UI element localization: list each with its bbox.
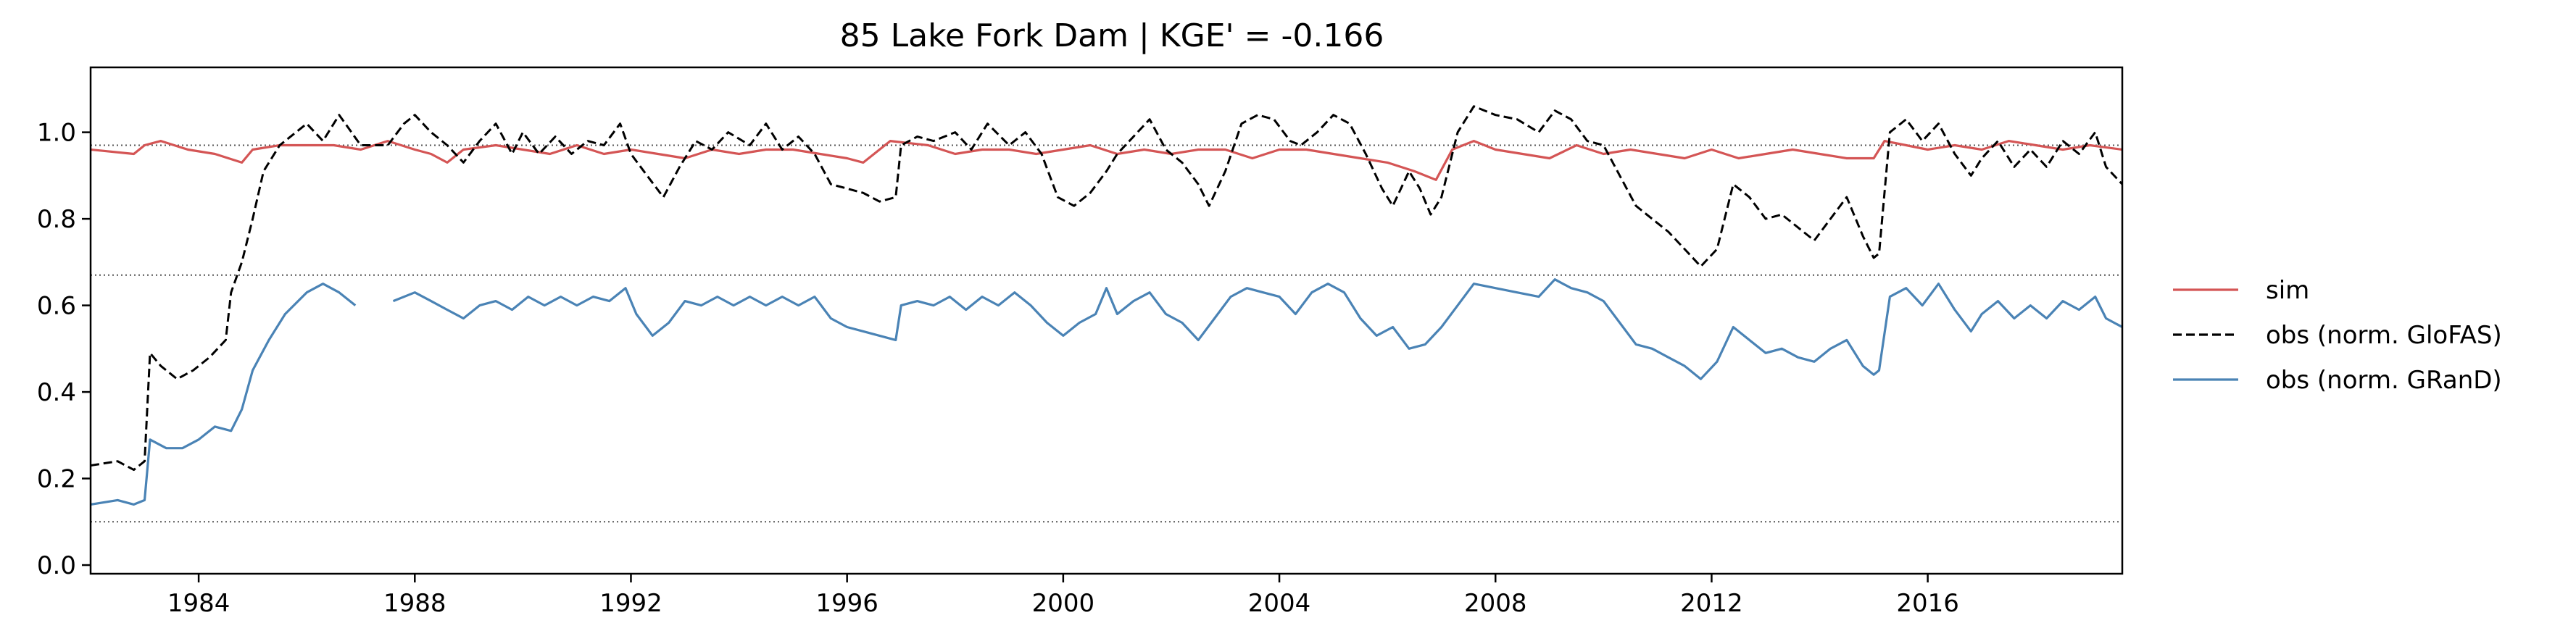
x-tick-label: 1992	[599, 589, 662, 618]
series-line-obs-norm-grand-seg0	[91, 283, 357, 506]
series-line-sim	[91, 140, 2122, 181]
x-tick-label: 1984	[167, 589, 230, 618]
legend-label: obs (norm. GRanD)	[2266, 366, 2502, 395]
y-tick-label: 1.0	[37, 119, 76, 148]
x-tick-label: 1988	[383, 589, 446, 618]
y-tick-label: 0.8	[37, 205, 76, 234]
y-tick-label: 0.4	[37, 378, 76, 407]
x-tick-label: 2000	[1032, 589, 1095, 618]
series-line-obs-norm-grand-seg1	[392, 278, 2122, 380]
y-tick-label: 0.0	[37, 551, 76, 580]
y-tick-label: 0.2	[37, 465, 76, 494]
y-tick-label: 0.6	[37, 292, 76, 321]
legend-label: obs (norm. GloFAS)	[2266, 321, 2502, 350]
x-tick-label: 2012	[1680, 589, 1743, 618]
legend: sim obs (norm. GloFAS) obs (norm. GRanD)	[2173, 276, 2502, 395]
chart-title: 85 Lake Fork Dam | KGE' = -0.166	[840, 17, 1384, 54]
x-tick-label: 2016	[1896, 589, 1959, 618]
series-line-obs-norm-glofas	[91, 105, 2122, 472]
x-tick-label: 2008	[1464, 589, 1527, 618]
x-tick-label: 2004	[1248, 589, 1311, 618]
axis-ticks: 1984 1988 1992 1996 2000 2004 2008 2012 2016 0.0 0…	[37, 66, 2124, 618]
legend-label: sim	[2266, 276, 2309, 305]
plot-area	[91, 105, 2122, 523]
x-tick-label: 1996	[815, 589, 878, 618]
axes-frame	[89, 66, 2124, 575]
